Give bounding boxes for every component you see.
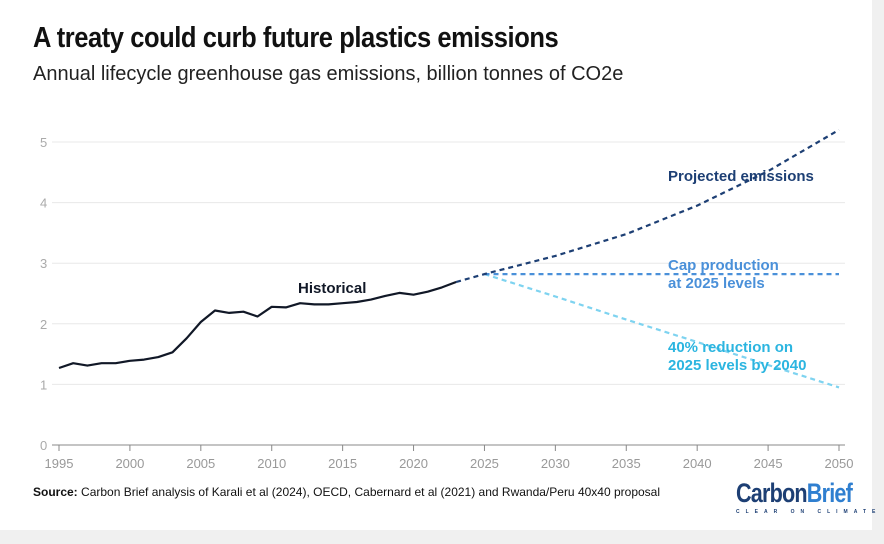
chart-title: A treaty could curb future plastics emis… bbox=[33, 22, 559, 54]
y-tick-label: 3 bbox=[40, 256, 47, 271]
logo-part2: Brief bbox=[806, 478, 853, 508]
y-tick-label: 1 bbox=[40, 377, 47, 392]
y-tick-label: 2 bbox=[40, 317, 47, 332]
chart-subtitle: Annual lifecycle greenhouse gas emission… bbox=[33, 63, 624, 85]
x-tick-label: 2000 bbox=[115, 456, 144, 471]
logo-part1: Carbon bbox=[736, 478, 808, 508]
source-text: Carbon Brief analysis of Karali et al (2… bbox=[77, 485, 661, 499]
y-tick-label: 5 bbox=[40, 135, 47, 150]
y-tick-label: 0 bbox=[40, 438, 47, 453]
x-tick-label: 2035 bbox=[612, 456, 641, 471]
x-tick-label: 2050 bbox=[825, 456, 854, 471]
y-tick-label: 4 bbox=[40, 196, 47, 211]
series-annotation: 40% reduction on bbox=[668, 339, 793, 356]
x-tick-label: 2020 bbox=[399, 456, 428, 471]
historical-label: Historical bbox=[298, 280, 366, 297]
chart-card: A treaty could curb future plastics emis… bbox=[0, 0, 875, 530]
x-tick-label: 2015 bbox=[328, 456, 357, 471]
carbonbrief-logo: CarbonBrief CLEAR ON CLIMATE bbox=[736, 478, 882, 516]
x-tick-label: 2005 bbox=[186, 456, 215, 471]
source-label: Source: bbox=[33, 485, 78, 499]
x-tick-label: 2030 bbox=[541, 456, 570, 471]
series-line-historical bbox=[58, 280, 457, 370]
series-annotation: at 2025 levels bbox=[668, 275, 765, 292]
line-chart: 0 1 2 3 4 5 1995 2000 2005 2010 2015 2020 2025 2030 20… bbox=[40, 128, 854, 471]
series-annotation: Cap production bbox=[668, 257, 779, 274]
series-annotation: 2025 levels by 2040 bbox=[668, 357, 806, 374]
x-tick-label: 2010 bbox=[257, 456, 286, 471]
x-tick-label: 2025 bbox=[470, 456, 499, 471]
logo-tagline: CLEAR ON CLIMATE bbox=[736, 509, 882, 515]
x-tick-label: 1995 bbox=[45, 456, 74, 471]
x-tick-label: 2040 bbox=[683, 456, 712, 471]
series-line-projected-emissions bbox=[455, 128, 840, 284]
series-line-40-reduction-on-2025-levels-by-2040 bbox=[484, 273, 840, 389]
source-note: Source: Carbon Brief analysis of Karali … bbox=[33, 485, 660, 500]
x-tick-label: 2045 bbox=[754, 456, 783, 471]
series-annotation: Projected emissions bbox=[668, 168, 814, 185]
